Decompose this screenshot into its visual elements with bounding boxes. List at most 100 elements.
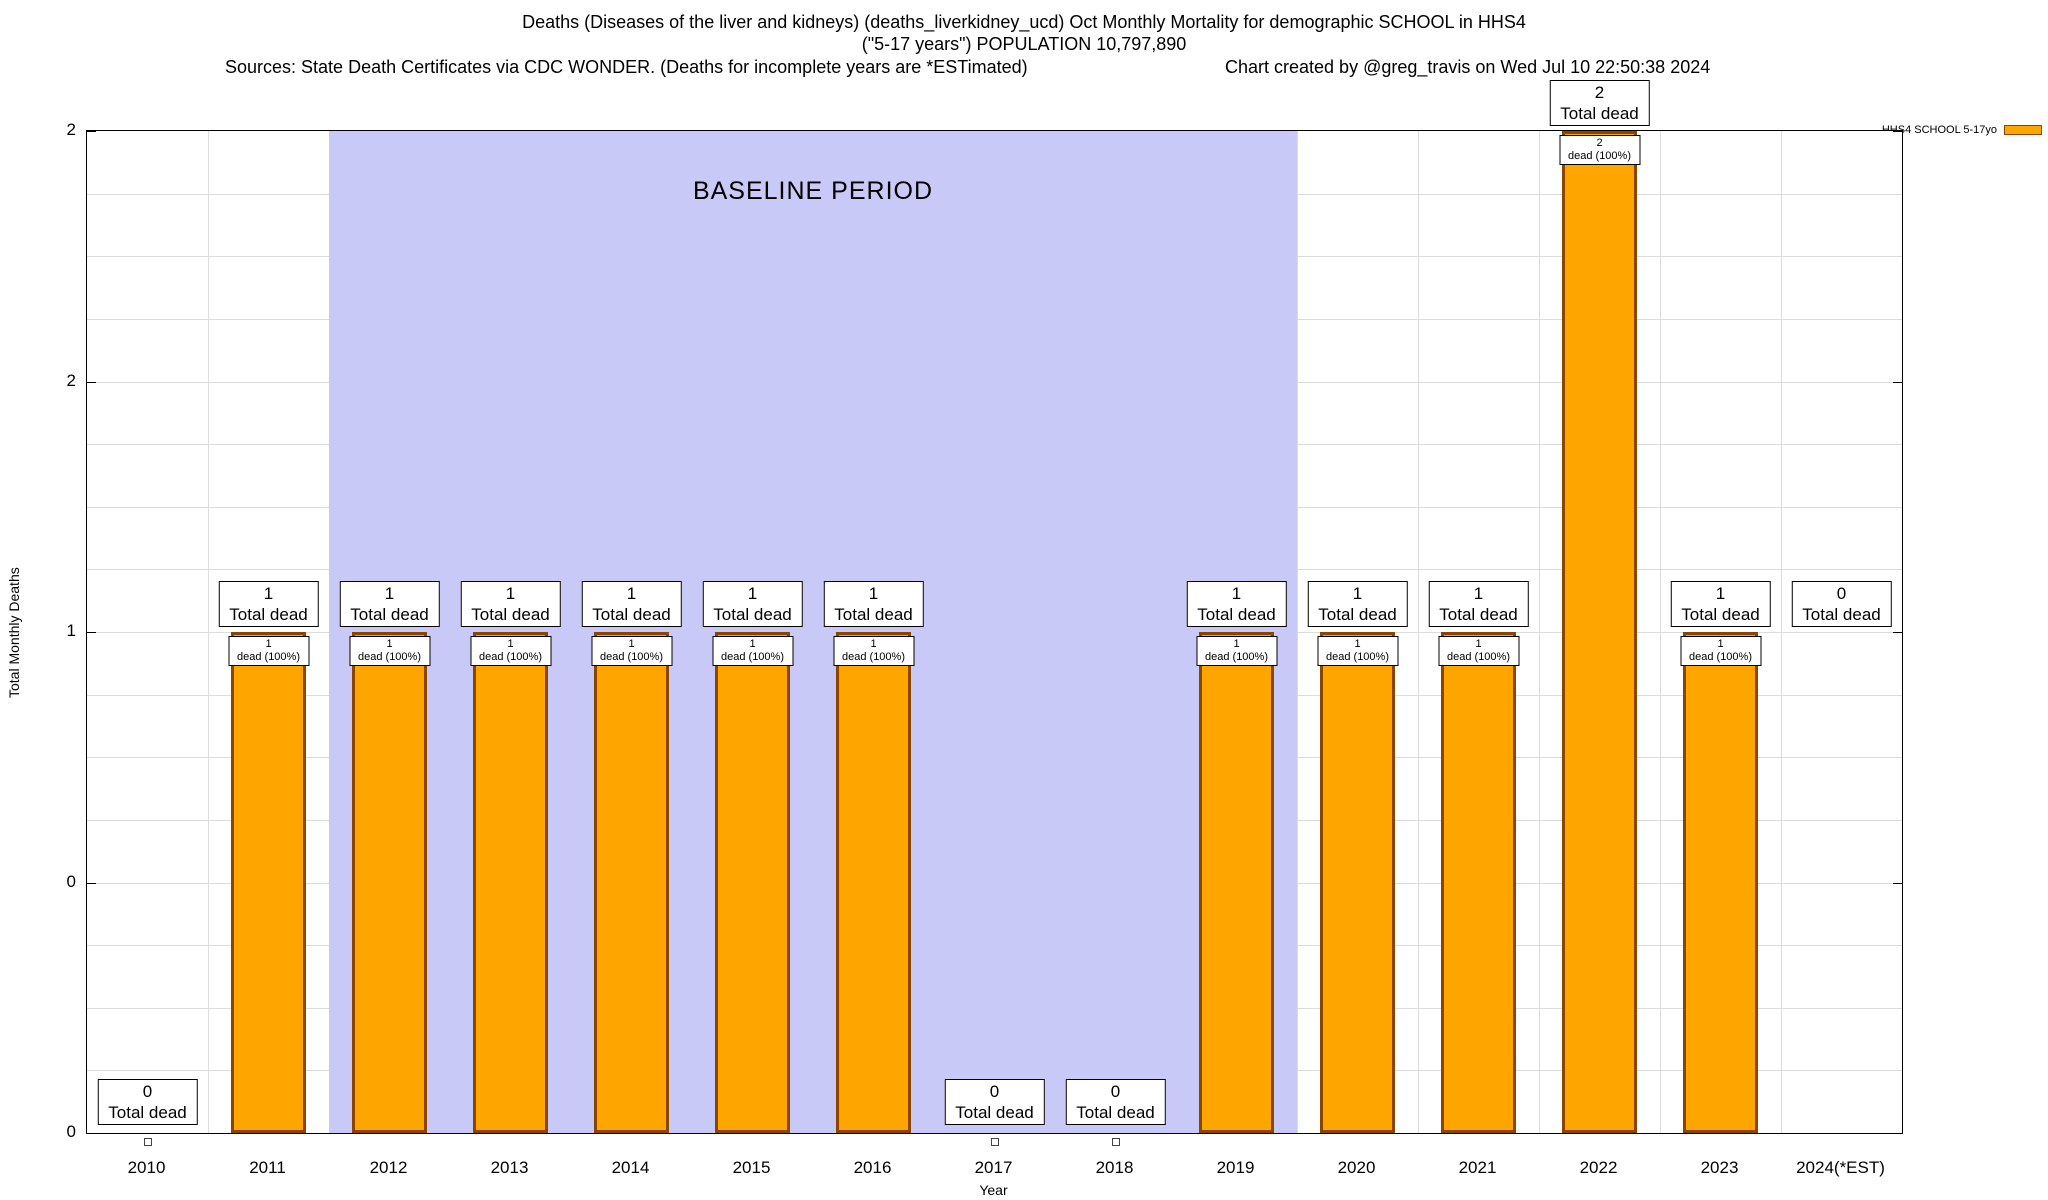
bar-total-text: Total dead (1197, 605, 1276, 624)
plot-area: BASELINE PERIOD 0 Total dead 1 dead (100%) 1… (86, 80, 1903, 1146)
bar-inner-label-2012: 1 dead (100%) (349, 636, 430, 666)
bar-total-text: Total dead (229, 605, 308, 624)
x-tick-label-2010: 2010 (127, 1158, 166, 1177)
bar-inner-label-2022: 2 dead (100%) (1559, 135, 1640, 165)
bar-total-text: Total dead (713, 605, 792, 624)
bar-inner-value: 1 (1354, 638, 1361, 650)
y-tick-mark (1893, 882, 1902, 884)
x-axis-title: Year (979, 1182, 1008, 1198)
y-tick-mark (1893, 632, 1902, 633)
x-tick-label-2017: 2017 (974, 1158, 1013, 1177)
bar-total-label-2015: 1 Total dead (702, 581, 803, 627)
bar-total-value: 1 (1352, 584, 1363, 603)
bar-inner-text: dead (100%) (358, 651, 421, 663)
bar-total-value: 1 (1715, 584, 1726, 603)
bar-total-value: 1 (263, 584, 274, 603)
bar-2019 (1199, 632, 1274, 1133)
bar-inner-text: dead (100%) (1689, 651, 1752, 663)
x-tick-label-2020: 2020 (1337, 1158, 1376, 1177)
bar-total-label-2010: 0 Total dead (97, 1079, 198, 1125)
x-tick-label-2018: 2018 (1095, 1158, 1134, 1177)
bar-total-text: Total dead (1802, 605, 1881, 624)
bar-total-value: 1 (384, 584, 395, 603)
bar-inner-label-2023: 1 dead (100%) (1680, 636, 1761, 666)
bar-2016 (836, 632, 911, 1133)
gridline-vertical (1781, 131, 1782, 1133)
bar-inner-label-2019: 1 dead (100%) (1196, 636, 1277, 666)
bar-2013 (473, 632, 548, 1133)
bar-2011 (231, 632, 306, 1133)
bar-total-value: 1 (1473, 584, 1484, 603)
bar-inner-label-2015: 1 dead (100%) (712, 636, 793, 666)
zero-value-marker-2018 (1111, 1138, 1120, 1146)
bar-total-value: 0 (989, 1082, 1000, 1101)
x-tick-label-2024(*EST): 2024(*EST) (1796, 1158, 1885, 1177)
bar-2023 (1683, 632, 1758, 1133)
bar-inner-value: 1 (628, 638, 635, 650)
bar-total-label-2024(*EST): 0 Total dead (1791, 581, 1892, 627)
bar-total-text: Total dead (350, 605, 429, 624)
legend: HHS4 SCHOOL 5-17yo (1882, 124, 2042, 136)
bar-inner-label-2013: 1 dead (100%) (470, 636, 551, 666)
bar-total-label-2012: 1 Total dead (339, 581, 440, 627)
bar-total-value: 0 (1836, 584, 1847, 603)
x-tick-label-2014: 2014 (611, 1158, 650, 1177)
bar-inner-text: dead (100%) (1326, 651, 1389, 663)
y-tick-label: 2 (66, 120, 76, 139)
chart-title-line-1: Deaths (Diseases of the liver and kidney… (522, 12, 1526, 32)
zero-value-marker-2017 (990, 1138, 999, 1146)
y-tick-mark (87, 131, 96, 132)
gridline-vertical (1660, 131, 1661, 1133)
y-tick-label: 0 (66, 1122, 76, 1141)
bar-inner-value: 1 (265, 638, 272, 650)
y-axis-title: Total Monthly Deaths (6, 567, 22, 699)
bar-total-label-2021: 1 Total dead (1428, 581, 1529, 627)
bar-total-label-2017: 0 Total dead (944, 1079, 1045, 1125)
x-tick-label-2016: 2016 (853, 1158, 892, 1177)
y-tick-label: 0 (66, 871, 76, 891)
bar-2012 (352, 632, 427, 1133)
x-tick-label-2023: 2023 (1700, 1158, 1739, 1177)
bar-total-label-2019: 1 Total dead (1186, 581, 1287, 627)
x-tick-label-2012: 2012 (369, 1158, 408, 1177)
bar-total-value: 2 (1594, 83, 1605, 102)
bar-total-text: Total dead (1318, 605, 1397, 624)
bar-total-text: Total dead (955, 1103, 1034, 1122)
bar-total-label-2022: 2 Total dead (1549, 80, 1650, 126)
bar-inner-text: dead (100%) (842, 651, 905, 663)
x-tick-label-2022: 2022 (1579, 1158, 1618, 1177)
zero-value-marker-2010 (143, 1138, 152, 1146)
legend-swatch (2004, 125, 2042, 135)
bar-total-label-2016: 1 Total dead (823, 581, 924, 627)
bar-total-text: Total dead (1560, 104, 1639, 123)
bar-total-value: 0 (1110, 1082, 1121, 1101)
gridline-vertical (1539, 131, 1540, 1133)
bar-total-value: 1 (868, 584, 879, 603)
x-tick-label-2021: 2021 (1458, 1158, 1497, 1177)
gridline-vertical (1297, 131, 1298, 1133)
bar-total-text: Total dead (471, 605, 550, 624)
y-tick-mark (87, 381, 96, 383)
bar-inner-value: 1 (870, 638, 877, 650)
gridline-vertical (1418, 131, 1419, 1133)
bar-inner-value: 2 (1596, 137, 1603, 149)
bar-inner-value: 1 (507, 638, 514, 650)
bar-total-value: 1 (747, 584, 758, 603)
bar-inner-value: 1 (1717, 638, 1724, 650)
bar-inner-text: dead (100%) (479, 651, 542, 663)
bar-total-label-2023: 1 Total dead (1670, 581, 1771, 627)
y-tick-mark (1893, 1133, 1902, 1134)
bar-inner-text: dead (100%) (600, 651, 663, 663)
bar-inner-value: 1 (1233, 638, 1240, 650)
bar-inner-text: dead (100%) (1447, 651, 1510, 663)
y-tick-mark (87, 882, 96, 884)
chart-title-line-2: ("5-17 years") POPULATION 10,797,890 (861, 34, 1187, 54)
y-tick-mark (1893, 381, 1902, 383)
legend-series-label: HHS4 SCHOOL 5-17yo (1881, 124, 1997, 136)
bar-inner-text: dead (100%) (1568, 150, 1631, 162)
bar-total-label-2013: 1 Total dead (460, 581, 561, 627)
chart-credit-note: Chart created by @greg_travis on Wed Jul… (1225, 57, 1711, 77)
bar-total-label-2014: 1 Total dead (581, 581, 682, 627)
bar-inner-value: 1 (1475, 638, 1482, 650)
